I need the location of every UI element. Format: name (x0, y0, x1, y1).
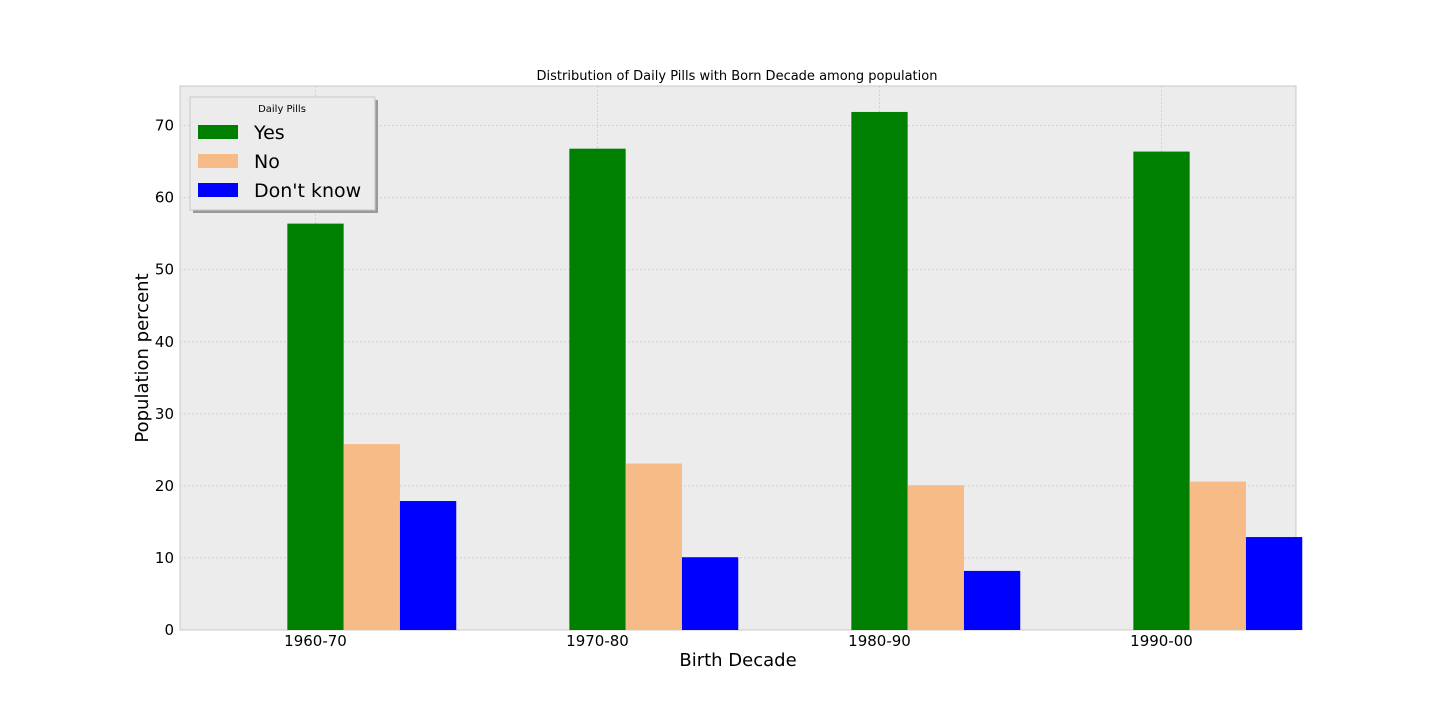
y-axis-label: Population percent (132, 273, 153, 442)
legend-swatch (198, 125, 238, 139)
legend-label: Yes (253, 122, 285, 144)
bar-yes (569, 148, 626, 630)
x-tick-label: 1990-00 (1130, 632, 1193, 650)
y-axis-ticks: 0 10 20 30 40 50 60 70 (155, 117, 174, 639)
legend: Daily Pills Yes No Don't know (189, 96, 378, 213)
bar-no (625, 463, 682, 630)
bar-don-t-know (681, 557, 739, 630)
x-tick-label: 1970-80 (566, 632, 629, 650)
chart-title: Distribution of Daily Pills with Born De… (537, 69, 938, 84)
x-tick-label: 1960-70 (284, 632, 347, 650)
bar-yes (851, 111, 908, 630)
legend-title: Daily Pills (258, 104, 306, 115)
y-tick-label: 30 (155, 405, 174, 423)
bar-yes (287, 223, 344, 630)
bar-don-t-know (963, 570, 1021, 630)
bar-yes (1133, 151, 1190, 630)
legend-swatch (198, 183, 238, 197)
legend-label: No (254, 151, 280, 173)
y-tick-label: 50 (155, 261, 174, 279)
bar-don-t-know (399, 501, 457, 630)
bar-no (343, 444, 400, 630)
bar-no (1189, 481, 1246, 630)
y-tick-label: 0 (164, 621, 174, 639)
legend-label: Don't know (254, 180, 361, 202)
y-tick-label: 60 (155, 189, 174, 207)
bar-no (907, 485, 964, 630)
bar-don-t-know (1245, 537, 1303, 630)
x-axis-label: Birth Decade (679, 650, 796, 671)
x-axis-ticks: 1960-70 1970-80 1980-90 1990-00 (284, 632, 1193, 650)
y-tick-label: 40 (155, 333, 174, 351)
legend-swatch (198, 154, 238, 168)
x-tick-label: 1980-90 (848, 632, 911, 650)
bars (287, 111, 1303, 630)
y-tick-label: 70 (155, 117, 174, 135)
y-tick-label: 10 (155, 549, 174, 567)
y-tick-label: 20 (155, 477, 174, 495)
